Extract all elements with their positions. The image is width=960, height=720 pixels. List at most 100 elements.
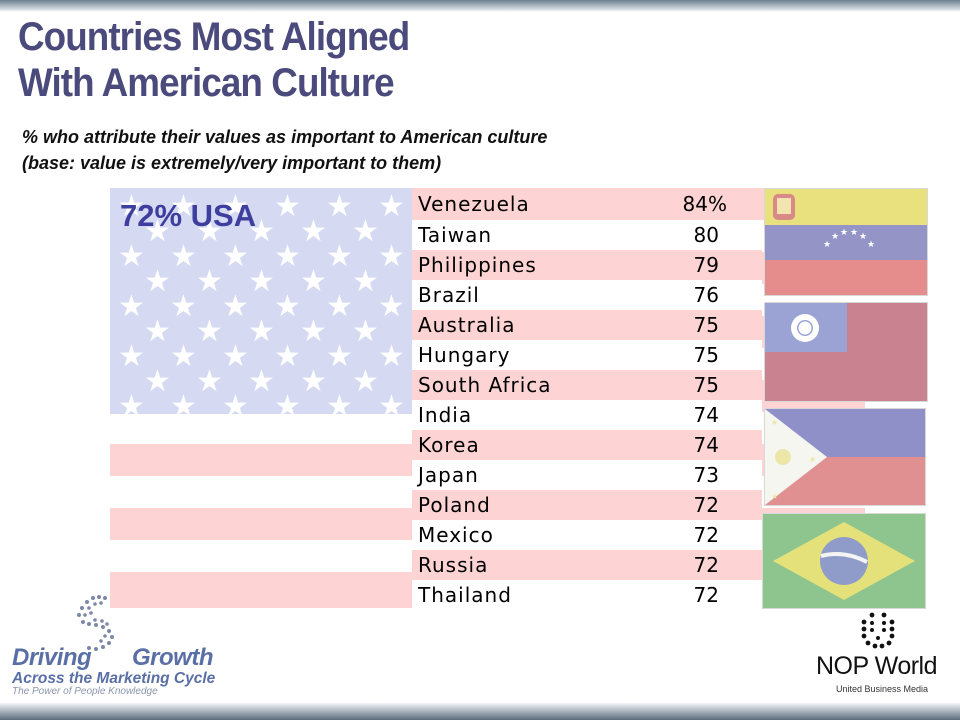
country-value: 79 xyxy=(693,253,719,277)
star-icon: ★ xyxy=(248,265,275,298)
top-bar xyxy=(0,0,960,12)
star-icon: ★ xyxy=(196,265,223,298)
title-line-1: Countries Most Aligned xyxy=(18,15,410,59)
us-flag-canton: ★ ★ ★ ★ ★ ★ ★ ★ ★ ★ ★ ★ ★ ★ ★ ★ ★ ★ ★ ★ ★ ★ ★ ★ ★ ★ ★ ★ ★ ★ ★ ★ ★ ★ ★ ★ ★ ★ ★ ★… xyxy=(110,188,412,414)
logo-tagline: The Power of People Knowledge xyxy=(12,686,158,697)
star-icon: ★ xyxy=(196,215,223,248)
nop-world-name: NOP World xyxy=(816,652,938,680)
subtitle-line-2: (base: value is extremely/very important… xyxy=(22,153,442,173)
star-icon: ★ xyxy=(222,290,249,323)
star-icon: ★ xyxy=(144,265,171,298)
star-icon: ★ xyxy=(274,240,301,273)
star-icon: ★ xyxy=(326,290,353,323)
subtitle-line-1: % who attribute their values as importan… xyxy=(22,127,548,147)
table-row: Korea 74 xyxy=(412,430,762,460)
star-icon: ★ xyxy=(378,290,405,323)
country-name: South Africa xyxy=(418,373,552,397)
table-row: Venezuela 84% xyxy=(412,188,762,220)
nop-world-subtitle: United Business Media xyxy=(836,684,929,694)
svg-text:★: ★ xyxy=(771,418,778,427)
country-value: 72 xyxy=(693,493,719,517)
country-name: Mexico xyxy=(418,523,494,547)
logo-word-driving: Driving xyxy=(12,644,92,671)
star-icon: ★ xyxy=(144,365,171,398)
star-icon: ★ xyxy=(118,190,145,223)
table-row: Australia 75 xyxy=(412,310,762,340)
star-icon: ★ xyxy=(248,215,275,248)
star-icon: ★ xyxy=(196,365,223,398)
country-value: 72 xyxy=(693,583,719,607)
logo-line-across: Across the Marketing Cycle xyxy=(12,670,216,687)
country-name: Taiwan xyxy=(418,223,493,247)
table-row: Poland 72 xyxy=(412,490,762,520)
star-icon: ★ xyxy=(300,265,327,298)
star-icon: ★ xyxy=(118,240,145,273)
star-icon: ★ xyxy=(118,340,145,373)
table-row: Thailand 72 xyxy=(412,580,762,610)
country-name: Japan xyxy=(418,463,479,487)
table-row: Japan 73 xyxy=(412,460,762,490)
star-icon: ★ xyxy=(378,190,405,223)
country-value: 74 xyxy=(693,403,719,427)
star-icon: ★ xyxy=(144,215,171,248)
star-icon: ★ xyxy=(274,390,301,415)
svg-text:★: ★ xyxy=(840,228,848,238)
country-name: Thailand xyxy=(418,583,512,607)
star-icon: ★ xyxy=(352,315,379,348)
country-value: 73 xyxy=(693,463,719,487)
country-value: 80 xyxy=(693,223,719,247)
star-icon: ★ xyxy=(170,240,197,273)
brazil-flag xyxy=(762,513,926,609)
page-title: Countries Most Aligned With American Cul… xyxy=(18,14,410,106)
bottom-bar xyxy=(0,702,960,720)
star-icon: ★ xyxy=(326,190,353,223)
star-icon: ★ xyxy=(196,315,223,348)
country-name: Brazil xyxy=(418,283,480,307)
country-name: Russia xyxy=(418,553,489,577)
star-icon: ★ xyxy=(300,365,327,398)
title-line-2: With American Culture xyxy=(18,61,395,105)
nop-mark-icon xyxy=(861,612,895,649)
star-icon: ★ xyxy=(274,340,301,373)
country-value: 75 xyxy=(693,313,719,337)
country-name: Hungary xyxy=(418,343,511,367)
star-icon: ★ xyxy=(118,390,145,415)
country-value: 75 xyxy=(693,373,719,397)
country-name: Venezuela xyxy=(418,192,530,216)
star-icon: ★ xyxy=(248,365,275,398)
star-icon: ★ xyxy=(170,340,197,373)
country-name: India xyxy=(418,403,473,427)
country-name: Philippines xyxy=(418,253,537,277)
table-row: Taiwan 80 xyxy=(412,220,762,250)
star-icon: ★ xyxy=(378,390,405,415)
brazil-flag-graphic xyxy=(763,514,925,608)
star-icon: ★ xyxy=(144,315,171,348)
svg-text:★: ★ xyxy=(771,492,778,501)
table-row: Russia 72 xyxy=(412,550,762,580)
star-icon: ★ xyxy=(352,215,379,248)
venezuela-flag-graphic: ★ ★ ★ ★ ★ ★ xyxy=(765,189,927,295)
country-table: Venezuela 84% Taiwan 80 Philippines 79 Brazil 7… xyxy=(412,188,762,610)
star-icon: ★ xyxy=(170,190,197,223)
star-icon: ★ xyxy=(326,390,353,415)
star-icon: ★ xyxy=(274,190,301,223)
philippines-flag-graphic: ★ ★ ★ xyxy=(765,409,925,505)
logo-word-growth: Growth xyxy=(132,644,214,671)
table-row: Philippines 79 xyxy=(412,250,762,280)
star-icon: ★ xyxy=(378,340,405,373)
star-icon: ★ xyxy=(274,290,301,323)
table-row: Mexico 72 xyxy=(412,520,762,550)
svg-text:★: ★ xyxy=(823,240,831,250)
star-icon: ★ xyxy=(326,340,353,373)
country-value: 75 xyxy=(693,343,719,367)
star-icon: ★ xyxy=(118,290,145,323)
country-name: Korea xyxy=(418,433,480,457)
usa-reference-label: 72% USA xyxy=(120,198,257,233)
country-value: 74 xyxy=(693,433,719,457)
svg-text:★: ★ xyxy=(850,228,858,238)
taiwan-flag-graphic xyxy=(765,303,927,401)
driving-growth-logo: Driving Growth Across the Marketing Cycl… xyxy=(10,592,220,698)
table-row: Brazil 76 xyxy=(412,280,762,310)
table-row: South Africa 75 xyxy=(412,370,762,400)
table-row: Hungary 75 xyxy=(412,340,762,370)
